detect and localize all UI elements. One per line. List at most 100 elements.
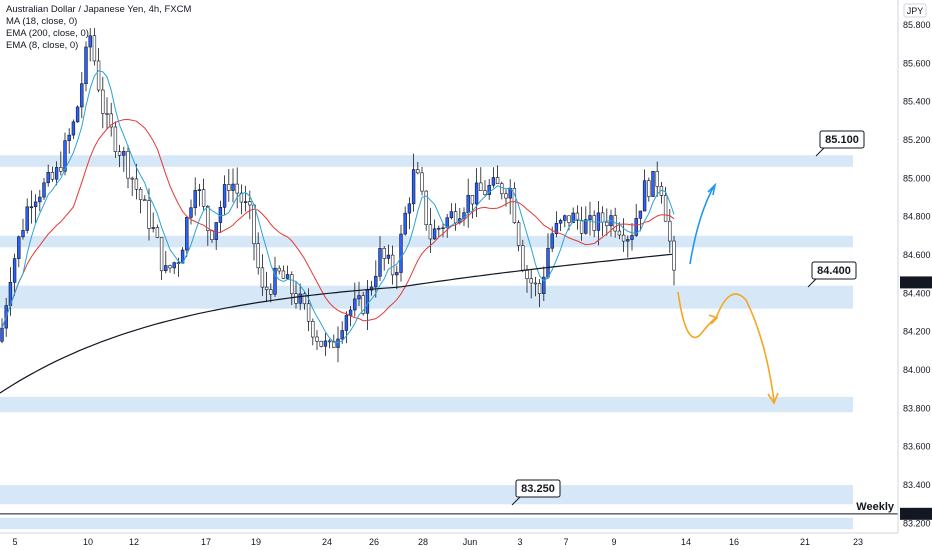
candle-body — [537, 283, 542, 294]
candle-body — [588, 215, 592, 220]
y-tick-label: 83.400 — [903, 480, 931, 490]
candle-body — [214, 222, 218, 240]
candle-body — [63, 140, 67, 172]
candle-body — [155, 227, 160, 238]
x-tick-label: 7 — [563, 537, 568, 547]
candle-body — [227, 184, 231, 191]
ema8-line — [1, 70, 675, 344]
price-label: 84.457 — [903, 277, 931, 287]
price-label-box — [900, 507, 932, 520]
candle-body — [621, 234, 626, 242]
candle-body — [193, 190, 197, 209]
candle-body — [634, 218, 638, 236]
candle-body — [206, 205, 210, 231]
price-callout-box — [515, 479, 561, 498]
price-callout-label: 85.100 — [825, 134, 859, 146]
candle-body — [80, 83, 84, 108]
candle-body — [311, 321, 315, 338]
price-callout-box — [819, 130, 865, 149]
candle-body — [558, 220, 563, 224]
candle-body — [101, 89, 105, 114]
candle-body — [340, 330, 344, 340]
x-tick-label: 16 — [729, 537, 739, 547]
forecast-up-arrow — [689, 185, 715, 265]
candle-body — [332, 340, 336, 348]
candle-body — [584, 219, 588, 234]
candle-body — [638, 210, 643, 219]
y-tick-label: 84.400 — [903, 288, 931, 298]
price-callout-label: 83.250 — [521, 483, 555, 495]
candle-body — [668, 220, 672, 242]
candle-body — [567, 215, 571, 223]
candle-body — [33, 201, 38, 208]
legend-ema8: EMA (8, close, 0) — [6, 40, 79, 51]
candle-body — [105, 113, 109, 115]
candle-body — [21, 230, 25, 238]
x-tick-label: 10 — [83, 537, 93, 547]
candle-body — [399, 233, 403, 273]
candle-body — [159, 237, 164, 272]
legend-ema200: EMA (200, close, 0) — [6, 28, 89, 39]
candle-body — [75, 106, 80, 123]
candle-body — [655, 171, 659, 187]
candle-body — [521, 245, 525, 271]
candle-body — [600, 212, 605, 223]
candle-body — [491, 177, 496, 186]
candle-body — [46, 172, 50, 184]
candle-body — [122, 151, 126, 156]
candle-body — [626, 239, 630, 242]
x-tick-label: 3 — [517, 537, 522, 547]
x-tick-label: 9 — [611, 537, 616, 547]
price-label-box — [900, 276, 932, 289]
chart-title: Australian Dollar / Japanese Yen, 4h, FX… — [6, 4, 192, 15]
candle-body — [390, 254, 395, 276]
candle-body — [151, 227, 155, 229]
candle-body — [437, 227, 441, 230]
forecast-down-arrowhead-1 — [708, 314, 719, 325]
y-tick-label: 83.600 — [903, 442, 931, 452]
x-tick-label: Jun — [463, 537, 478, 547]
candle-body — [71, 121, 76, 136]
candle-body — [235, 183, 239, 194]
legend-ma18: MA (18, close, 0) — [6, 16, 78, 27]
candle-body — [130, 177, 134, 180]
candle-body — [327, 340, 332, 343]
price-callout-pointer — [815, 147, 825, 157]
candle-body — [378, 248, 382, 277]
candle-body — [201, 189, 206, 207]
candle-body — [277, 267, 281, 272]
forecast-down-path-2 — [715, 293, 775, 402]
y-tick-label: 84.600 — [903, 250, 931, 260]
candle-body — [672, 240, 676, 271]
price-label: 83.250 — [903, 509, 931, 519]
currency-label: JPY — [907, 6, 924, 16]
candle-body — [495, 177, 500, 185]
candle-body — [319, 340, 323, 347]
candle-body — [361, 295, 365, 314]
x-tick-label: 24 — [322, 537, 332, 547]
candle-body — [428, 224, 433, 240]
ema200-line — [0, 253, 673, 394]
candle-body — [395, 272, 399, 276]
candle-body — [117, 151, 122, 156]
x-tick-label: 14 — [681, 537, 691, 547]
candle-body — [416, 169, 420, 174]
weekly-label: Weekly — [856, 501, 895, 513]
candle-body — [516, 222, 521, 246]
candle-body — [550, 233, 554, 249]
support-resistance-zone — [0, 155, 853, 167]
y-tick-label: 84.200 — [903, 327, 931, 337]
candle-body — [323, 340, 328, 347]
candle-body — [126, 151, 130, 179]
candle-body — [449, 211, 454, 219]
candle-body — [353, 298, 357, 311]
support-resistance-zone — [0, 235, 853, 248]
x-tick-label: 17 — [201, 537, 211, 547]
candle-body — [231, 183, 235, 191]
candle-body — [424, 190, 428, 226]
candle-body — [147, 200, 151, 229]
candle-body — [168, 265, 172, 269]
candle-body — [374, 275, 378, 288]
price-callout-label: 84.400 — [817, 265, 851, 277]
